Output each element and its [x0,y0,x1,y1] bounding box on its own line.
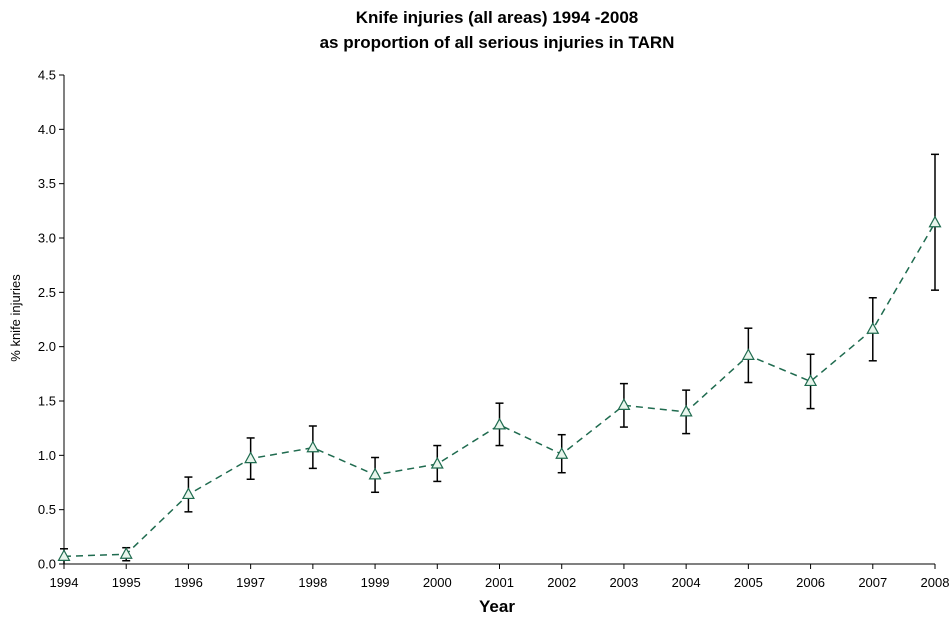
x-tick-label: 2005 [734,575,763,590]
x-tick-label: 1994 [50,575,79,590]
data-point-marker [57,549,71,561]
x-tick-label: 1997 [236,575,265,590]
y-axis-label: % knife injuries [8,274,23,362]
data-points [57,215,942,561]
data-point-marker [555,447,569,459]
data-point-marker [617,398,631,410]
x-tick-label: 2007 [858,575,887,590]
x-tick-label: 1998 [298,575,327,590]
series-line-path [63,222,936,558]
y-tick-label: 1.0 [38,448,56,463]
data-point-marker [181,487,195,500]
y-tick-label: 4.0 [38,122,56,137]
x-tick-label: 2006 [796,575,825,590]
data-point-marker [306,440,320,453]
chart-title-line-1: Knife injuries (all areas) 1994 -2008 [356,8,639,27]
x-tick-label: 2008 [921,575,950,590]
x-tick-label: 2000 [423,575,452,590]
error-bars [60,153,939,564]
x-tick-label: 2003 [609,575,638,590]
x-tick-label: 1996 [174,575,203,590]
x-axis-label: Year [479,597,515,616]
x-tick-label: 2001 [485,575,514,590]
data-point-marker [244,451,258,464]
y-tick-label: 4.5 [38,68,56,83]
data-point-marker [741,348,755,360]
data-point-marker [866,322,880,334]
y-tick-label: 0.5 [38,502,56,517]
y-tick-label: 2.5 [38,285,56,300]
x-tick-label: 2002 [547,575,576,590]
y-tick-label: 3.0 [38,231,56,246]
data-point-marker [679,404,693,417]
y-tick-label: 0.0 [38,557,56,572]
data-point-marker [368,467,382,480]
data-point-marker [119,546,133,559]
axes: 0.0 0.5 1.0 1.5 2.0 2.5 3.0 3.5 4.0 4.5 1994 1995 19… [38,68,950,591]
y-tick-label: 2.0 [38,339,56,354]
data-point-marker [928,215,942,228]
x-tick-label: 1999 [361,575,390,590]
y-tick-label: 3.5 [38,176,56,191]
x-tick-label: 1995 [112,575,141,590]
chart-title-line-2: as proportion of all serious injuries in… [320,33,675,52]
data-point-marker [804,374,818,387]
series-line [63,222,936,558]
x-tick-label: 2004 [672,575,701,590]
data-point-marker [430,456,444,469]
y-tick-label: 1.5 [38,394,56,409]
data-point-marker [492,417,507,430]
